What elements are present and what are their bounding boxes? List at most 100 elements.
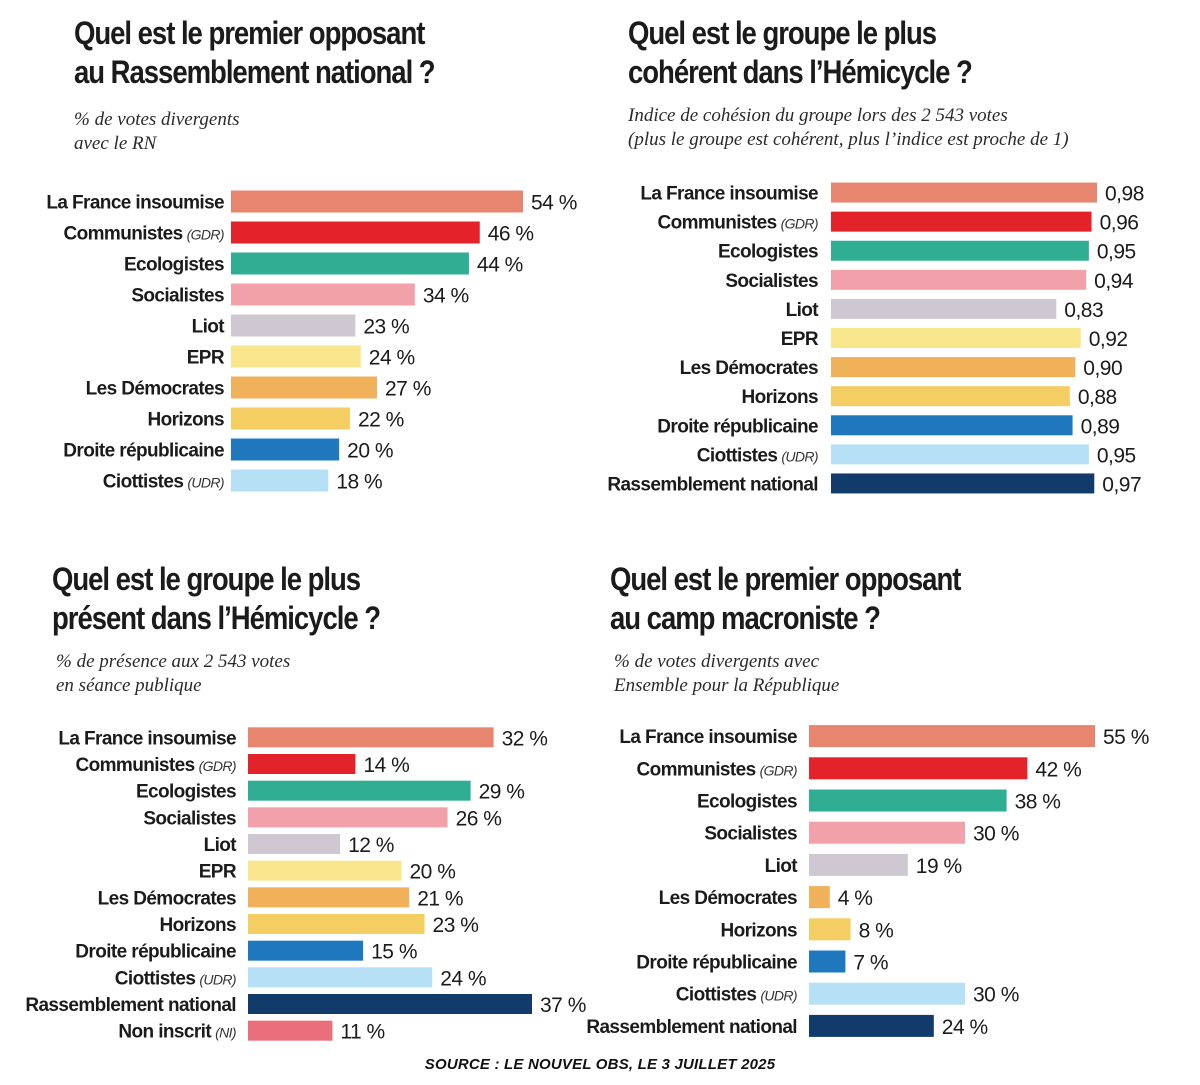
category-label: Droite républicaine	[636, 953, 797, 974]
value-label: 21 %	[417, 887, 463, 910]
chart-subtitle: % de votes divergents avec Ensemble pour…	[614, 650, 839, 698]
category-label: Ciottistes (UDR)	[115, 968, 236, 989]
chart-title-line: cohérent dans l’Hémicycle ?	[628, 54, 973, 90]
value-label: 23 %	[433, 914, 479, 937]
chart-panel-presence: Quel est le groupe le plus présent dans …	[0, 540, 600, 1050]
value-label: 15 %	[371, 941, 417, 964]
category-label: Ciottistes (UDR)	[103, 472, 224, 493]
value-label: 0,89	[1081, 415, 1120, 438]
category-label: Horizons	[160, 915, 237, 936]
value-label: 37 %	[540, 994, 586, 1017]
bar	[809, 886, 830, 909]
value-label: 22 %	[358, 409, 404, 432]
category-label: Communistes (GDR)	[76, 755, 236, 776]
category-label: Communistes (GDR)	[658, 213, 818, 234]
value-label: 32 %	[502, 727, 548, 750]
chart-title-line: présent dans l’Hémicycle ?	[52, 600, 381, 636]
category-label: Les Démocrates	[98, 888, 236, 909]
category-label: Horizons	[148, 410, 225, 431]
value-label: 0,96	[1100, 212, 1139, 235]
category-label: Rassemblement national	[586, 1017, 797, 1038]
category-label: EPR	[187, 348, 225, 369]
value-label: 0,92	[1089, 328, 1128, 351]
value-label: 27 %	[385, 378, 431, 401]
chart-subtitle-line: % de présence aux 2 543 votes	[56, 651, 291, 672]
category-label: Non inscrit (NI)	[118, 1022, 236, 1043]
category-label: Ciottistes (UDR)	[676, 985, 797, 1006]
chart-subtitle: % de présence aux 2 543 votes en séance …	[56, 650, 290, 698]
value-label: 46 %	[488, 223, 534, 246]
value-label: 18 %	[336, 471, 382, 494]
bar	[248, 1020, 333, 1041]
chart-title-line: Quel est le groupe le plus	[52, 561, 361, 597]
category-label: Liot	[765, 856, 799, 877]
bar	[831, 298, 1057, 319]
bar	[231, 376, 377, 399]
value-label: 44 %	[477, 254, 523, 277]
bar	[248, 967, 433, 988]
value-label: 24 %	[440, 967, 486, 990]
bar	[248, 754, 356, 774]
chart-panel-cohesion: Quel est le groupe le plus cohérent dans…	[600, 0, 1200, 520]
chart-subtitle-line: en séance publique	[56, 675, 202, 696]
bar	[831, 444, 1089, 465]
bar	[809, 1014, 934, 1037]
value-label: 0,98	[1105, 183, 1144, 206]
category-label: Liot	[786, 300, 820, 321]
bar	[831, 269, 1087, 290]
value-label: 8 %	[859, 919, 894, 942]
bar	[809, 950, 846, 973]
bar	[248, 940, 364, 961]
category-label: Les Démocrates	[659, 888, 797, 909]
value-label: 0,95	[1097, 241, 1136, 264]
bar	[809, 757, 1028, 780]
bar	[248, 860, 402, 881]
chart-subtitle-line: % de votes divergents	[74, 109, 240, 130]
value-label: 20 %	[410, 861, 456, 884]
category-label: Liot	[204, 835, 238, 856]
value-label: 24 %	[369, 347, 415, 370]
bar	[231, 438, 340, 461]
category-label: La France insoumise	[46, 193, 224, 214]
chart-subtitle: Indice de cohésion du groupe lors des 2 …	[628, 104, 1069, 152]
bar	[809, 853, 908, 876]
category-label: Les Démocrates	[86, 379, 224, 400]
category-label: Ciottistes (UDR)	[697, 445, 818, 466]
category-label: Socialistes	[143, 808, 236, 829]
value-label: 24 %	[942, 1016, 988, 1039]
bar	[809, 725, 1095, 748]
bar	[831, 357, 1076, 378]
bar	[831, 182, 1097, 203]
category-label: Horizons	[721, 920, 798, 941]
chart-title: Quel est le premier opposant au camp mac…	[610, 560, 961, 638]
category-label: Socialistes	[725, 271, 818, 292]
bar	[231, 283, 415, 306]
category-label: Socialistes	[704, 824, 797, 845]
category-label: EPR	[199, 862, 237, 883]
category-label: Droite républicaine	[75, 942, 236, 963]
value-label: 20 %	[347, 440, 393, 463]
value-label: 0,83	[1064, 299, 1103, 322]
bar-chart: La France insoumise 32 % Communistes (GDR) 1…	[25, 727, 586, 1044]
value-label: 54 %	[531, 192, 577, 215]
bar	[809, 789, 1007, 812]
category-label: Rassemblement national	[25, 995, 236, 1016]
bar-chart: La France insoumise 55 % Communistes (GDR) 4…	[586, 725, 1149, 1039]
category-label: Communistes (GDR)	[64, 224, 224, 245]
category-label: Ecologistes	[697, 792, 797, 813]
value-label: 14 %	[363, 754, 409, 777]
bar	[231, 314, 356, 337]
value-label: 4 %	[838, 887, 873, 910]
bar	[248, 994, 532, 1014]
value-label: 11 %	[340, 1021, 384, 1044]
category-label: Droite républicaine	[657, 416, 818, 437]
bar	[831, 386, 1070, 407]
bar	[809, 982, 965, 1005]
bar	[231, 469, 329, 492]
chart-panel-macronist-opponent: Quel est le premier opposant au camp mac…	[586, 540, 1200, 1050]
category-label: La France insoumise	[640, 184, 818, 205]
value-label: 29 %	[479, 781, 525, 804]
value-label: 26 %	[456, 807, 502, 830]
value-label: 0,90	[1083, 357, 1122, 380]
value-label: 23 %	[363, 316, 409, 339]
